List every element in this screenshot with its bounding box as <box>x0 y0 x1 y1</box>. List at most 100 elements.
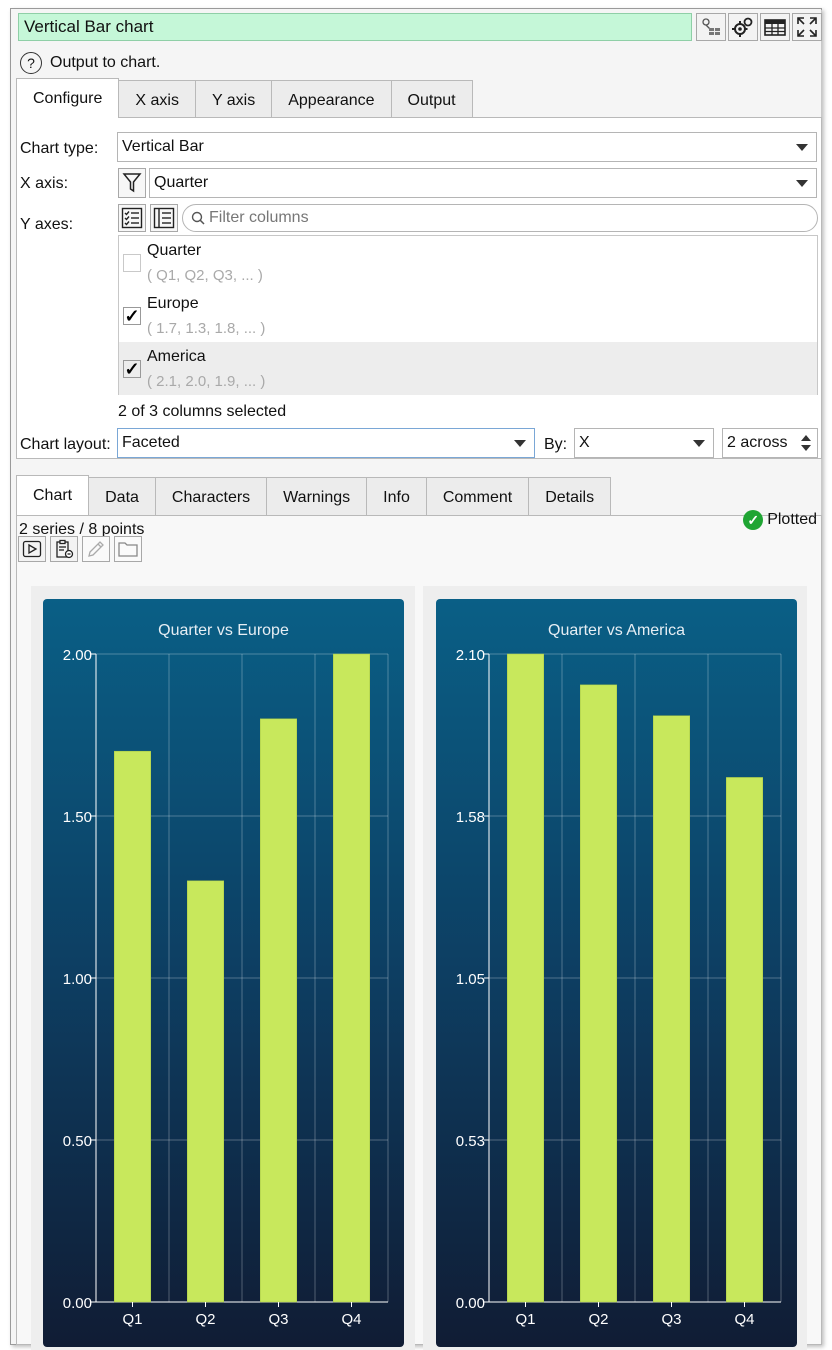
tab-info[interactable]: Info <box>366 477 427 515</box>
y-tick-label: 2.00 <box>63 647 92 664</box>
chart-node-panel: Vertical Bar chart ? Output to chart. Co… <box>16 10 822 1350</box>
column-name: America <box>147 348 206 365</box>
x-tick-label: Q1 <box>515 1311 535 1328</box>
column-sample: ( Q1, Q2, Q3, ... ) <box>147 267 263 284</box>
across-stepper[interactable]: 2 across <box>722 428 818 458</box>
node-title-field[interactable]: Vertical Bar chart <box>18 13 692 41</box>
x-tick-label: Q4 <box>734 1311 754 1328</box>
y-axes-label: Y axes: <box>20 216 74 233</box>
column-name: Quarter <box>147 242 202 259</box>
by-label: By: <box>544 436 568 453</box>
help-icon[interactable]: ? <box>20 52 42 74</box>
bar[interactable] <box>260 718 297 1303</box>
facet-chart-america[interactable]: Quarter vs America 0.00 0.53 1.05 1.58 2.10 Q1… <box>436 599 797 1347</box>
bar[interactable] <box>507 653 544 1303</box>
chevron-down-icon <box>514 440 526 447</box>
pencil-icon[interactable] <box>82 536 110 562</box>
increment-icon[interactable] <box>801 435 811 441</box>
check-circle-icon: ✓ <box>743 510 764 530</box>
chart-title: Quarter vs Europe <box>158 622 289 639</box>
list-item[interactable]: ✓ Europe ( 1.7, 1.3, 1.8, ... ) <box>119 289 817 342</box>
column-checkbox-quarter[interactable] <box>123 254 141 272</box>
column-sample: ( 2.1, 2.0, 1.9, ... ) <box>147 373 266 390</box>
y-tick-label: 0.00 <box>63 1295 92 1312</box>
output-tabs: Chart Data Characters Warnings Info Comm… <box>16 475 612 515</box>
tab-x-axis[interactable]: X axis <box>118 80 196 118</box>
bar[interactable] <box>114 750 151 1303</box>
column-checkbox-europe[interactable]: ✓ <box>123 306 141 326</box>
column-sample: ( 1.7, 1.3, 1.8, ... ) <box>147 320 266 337</box>
series-summary: 2 series / 8 points <box>19 521 145 538</box>
columns-selected-summary: 2 of 3 columns selected <box>118 403 287 420</box>
chart-layout-value: Faceted <box>122 434 180 451</box>
play-icon[interactable] <box>18 536 46 562</box>
bar-chart-america: Quarter vs America 0.00 0.53 1.05 1.58 2.10 Q1… <box>456 622 782 1328</box>
filter-icon[interactable] <box>118 168 146 198</box>
x-tick-label: Q4 <box>341 1311 361 1328</box>
y-tick-label: 0.50 <box>63 1133 92 1150</box>
facet-chart-europe[interactable]: Quarter vs Europe 0.00 0.50 1.00 1.50 2.00 Q1 Q… <box>43 599 404 1347</box>
checklist-icon[interactable] <box>118 204 146 232</box>
tab-data[interactable]: Data <box>88 477 156 515</box>
bar[interactable] <box>187 880 224 1303</box>
tab-comment[interactable]: Comment <box>425 477 530 515</box>
list-item[interactable]: ✓ America ( 2.1, 2.0, 1.9, ... ) <box>119 342 817 395</box>
bar-chart-europe: Quarter vs Europe 0.00 0.50 1.00 1.50 2.00 Q1 Q… <box>63 622 389 1328</box>
clipboard-icon[interactable] <box>50 536 78 562</box>
x-axis-value: Quarter <box>154 174 209 191</box>
chart-layout-label: Chart layout: <box>20 436 111 453</box>
folder-icon[interactable] <box>114 536 142 562</box>
chevron-down-icon <box>796 180 808 187</box>
x-tick-label: Q2 <box>588 1311 608 1328</box>
across-value: 2 across <box>727 434 788 451</box>
table-icon[interactable] <box>760 13 790 41</box>
tab-output[interactable]: Output <box>390 80 473 118</box>
x-tick-label: Q3 <box>661 1311 681 1328</box>
y-tick-label: 1.58 <box>456 809 485 826</box>
status-text: Plotted <box>767 511 817 528</box>
tab-appearance[interactable]: Appearance <box>271 80 392 118</box>
list-icon[interactable] <box>150 204 178 232</box>
chevron-down-icon <box>693 440 705 447</box>
tab-details[interactable]: Details <box>528 477 612 515</box>
column-checkbox-america[interactable]: ✓ <box>123 359 141 379</box>
filter-placeholder: Filter columns <box>209 209 309 226</box>
chart-pane: 2 series / 8 points Quarter vs Europe 0.0… <box>16 515 822 1350</box>
config-tabs: Configure X axis Y axis Appearance Outpu… <box>16 78 473 118</box>
chevron-down-icon <box>796 144 808 151</box>
search-icon <box>191 211 205 225</box>
hierarchy-icon[interactable] <box>696 13 726 41</box>
gears-icon[interactable] <box>728 13 758 41</box>
filter-columns-input[interactable]: Filter columns <box>182 204 818 232</box>
by-value: X <box>579 434 590 451</box>
tab-configure[interactable]: Configure <box>16 78 120 118</box>
list-item[interactable]: Quarter ( Q1, Q2, Q3, ... ) <box>119 236 817 289</box>
bar[interactable] <box>726 777 763 1303</box>
plot-status: ✓ Plotted <box>743 510 817 530</box>
tab-warnings[interactable]: Warnings <box>266 477 368 515</box>
chart-type-select[interactable]: Vertical Bar <box>117 132 817 162</box>
x-axis-label: X axis: <box>20 175 69 192</box>
x-axis-select[interactable]: Quarter <box>149 168 817 198</box>
bar[interactable] <box>333 653 370 1303</box>
bar[interactable] <box>653 715 690 1303</box>
decrement-icon[interactable] <box>801 445 811 451</box>
tab-characters[interactable]: Characters <box>154 477 268 515</box>
y-tick-label: 1.05 <box>456 971 485 988</box>
by-select[interactable]: X <box>574 428 714 458</box>
chart-layout-select[interactable]: Faceted <box>117 428 535 458</box>
y-columns-list: Quarter ( Q1, Q2, Q3, ... ) ✓ Europe ( 1… <box>118 235 818 395</box>
y-tick-label: 0.53 <box>456 1133 485 1150</box>
configure-pane: Chart type: Vertical Bar X axis: Quarter… <box>16 117 822 459</box>
bar[interactable] <box>580 684 617 1303</box>
tab-y-axis[interactable]: Y axis <box>194 80 273 118</box>
chart-title: Quarter vs America <box>548 622 685 639</box>
chart-type-value: Vertical Bar <box>122 138 204 155</box>
x-tick-label: Q1 <box>122 1311 142 1328</box>
x-tick-label: Q3 <box>268 1311 288 1328</box>
expand-icon[interactable] <box>792 13 822 41</box>
y-tick-label: 1.50 <box>63 809 92 826</box>
tab-chart[interactable]: Chart <box>16 475 90 515</box>
chart-type-label: Chart type: <box>20 140 99 157</box>
help-text: Output to chart. <box>50 54 161 71</box>
